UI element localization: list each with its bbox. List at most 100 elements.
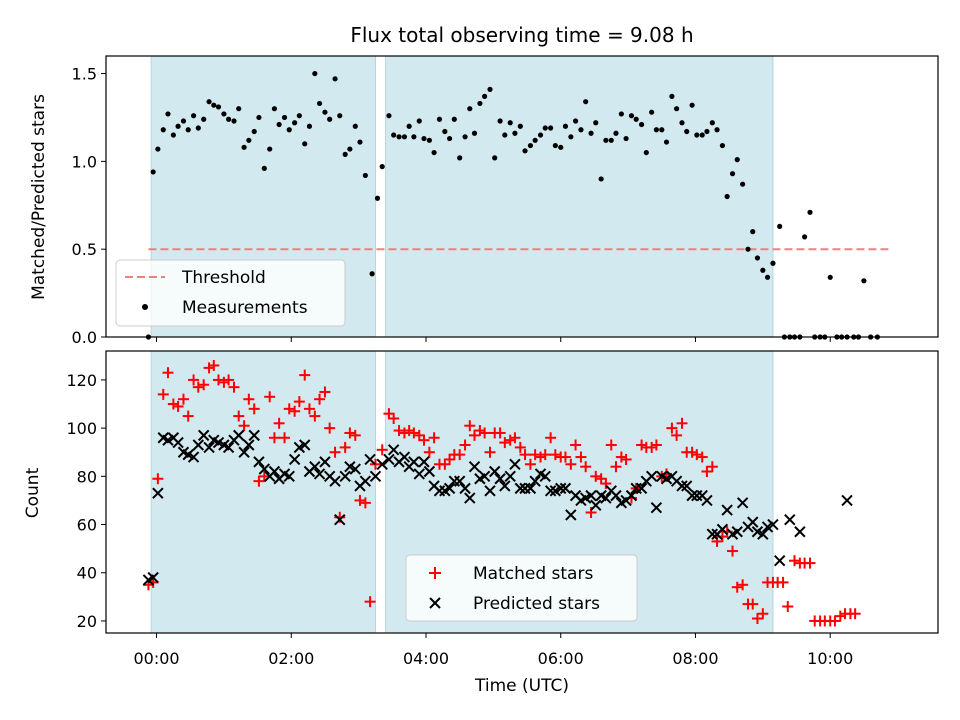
matched-star-marker: [691, 449, 703, 461]
predicted-star-marker: [453, 475, 466, 487]
predicted-star-marker: [731, 526, 743, 538]
predicted-star-marker: [478, 470, 491, 483]
predicted-marker-stroke: [747, 516, 759, 528]
predicted-star-marker: [383, 453, 395, 466]
measurement-point: [861, 278, 867, 284]
predicted-marker-stroke: [428, 480, 440, 492]
ratio-panel-axes: 0.0 0.5 1.0 1.5: [72, 55, 939, 347]
measurement-point: [628, 113, 635, 119]
measurement-point: [211, 102, 217, 108]
y-tick-label: 1.0: [72, 152, 97, 171]
matched-star-marker: [279, 432, 291, 444]
matched-star-marker: [494, 427, 506, 439]
measurement-point: [802, 234, 808, 240]
predicted-star-marker: [468, 460, 481, 473]
measurement-point: [369, 271, 375, 277]
y-tick-label: 40: [77, 564, 97, 583]
predicted-star-marker: [701, 494, 713, 507]
predicted-star-marker: [841, 494, 853, 507]
count-legend: Matched stars Predicted stars: [405, 554, 638, 622]
measurement-point: [332, 76, 338, 82]
y-tick-label: 60: [77, 516, 97, 535]
predicted-star-marker: [514, 482, 527, 495]
predicted-marker-stroke: [610, 489, 622, 502]
matched-star-marker: [383, 408, 395, 420]
predicted-marker-stroke: [716, 523, 729, 536]
matched-star-marker: [283, 403, 295, 415]
predicted-marker-stroke: [650, 501, 663, 514]
predicted-star-marker: [676, 480, 688, 492]
matched-star-marker: [329, 446, 341, 458]
matched-star-marker: [248, 403, 260, 415]
measurement-point: [436, 116, 443, 122]
measurement-point: [734, 157, 740, 163]
predicted-star-marker: [387, 444, 400, 456]
measurement-point: [679, 120, 685, 126]
predicted-star-marker: [443, 482, 456, 495]
measurement-point: [512, 130, 518, 136]
predicted-marker-stroke: [569, 489, 582, 502]
matched-star-marker: [459, 439, 471, 451]
measurement-point: [760, 267, 766, 273]
matched-star-marker: [590, 470, 602, 482]
matched-star-marker: [747, 598, 759, 610]
matched-star-marker: [539, 449, 551, 461]
predicted-marker-stroke: [706, 528, 719, 540]
measurement-point: [643, 149, 649, 156]
measurement-point: [750, 229, 756, 235]
matched-star-marker: [324, 422, 336, 434]
predicted-marker-stroke: [369, 470, 382, 483]
matched-star-marker: [666, 422, 678, 434]
measurement-point: [160, 127, 166, 133]
predicted-marker-stroke: [208, 434, 220, 446]
measurement-point: [261, 165, 267, 171]
predicted-marker-stroke: [443, 482, 456, 495]
matched-star-marker: [203, 362, 215, 374]
matched-star-marker: [671, 429, 683, 441]
measurement-point: [542, 125, 548, 131]
predicted-marker-stroke: [339, 470, 351, 483]
measurement-point: [653, 127, 660, 133]
predicted-star-marker: [635, 482, 648, 495]
predicted-marker-stroke: [499, 480, 511, 492]
predicted-marker-stroke: [248, 429, 260, 442]
predicted-marker-stroke: [319, 456, 331, 468]
predicted-star-marker: [238, 446, 250, 458]
matched-star-marker: [208, 359, 220, 371]
matched-star-marker: [757, 608, 769, 620]
predicted-star-marker: [233, 429, 245, 442]
matched-star-marker: [570, 439, 582, 451]
matched-star-marker: [605, 439, 617, 451]
measurement-point: [201, 116, 207, 122]
predicted-star-marker: [555, 482, 567, 495]
matched-star-marker: [413, 429, 425, 441]
matched-star-marker: [299, 369, 311, 381]
predicted-star-marker: [283, 470, 295, 483]
predicted-legend-swatch: [429, 597, 441, 609]
predicted-marker-stroke: [283, 470, 295, 483]
predicted-marker-stroke: [313, 468, 326, 480]
measurement-point: [709, 120, 715, 126]
predicted-star-marker: [319, 456, 331, 468]
predicted-marker-stroke: [177, 446, 190, 458]
predicted-marker-stroke: [459, 482, 471, 495]
predicted-marker-stroke: [731, 526, 743, 538]
predicted-star-marker: [645, 470, 658, 483]
measurement-point: [532, 137, 538, 143]
predicted-star-marker: [610, 489, 622, 502]
measurement-point: [613, 130, 619, 136]
measurement-point: [502, 132, 508, 138]
y-tick-label: 20: [77, 612, 97, 631]
matched-star-marker: [479, 427, 491, 439]
matched-star-marker: [701, 466, 713, 478]
predicted-marker-stroke: [656, 470, 668, 483]
matched-star-marker: [182, 410, 194, 422]
predicted-marker-stroke: [590, 499, 602, 511]
predicted-marker-stroke: [212, 436, 225, 449]
matched-star-marker: [428, 432, 440, 444]
measurement-point: [558, 144, 564, 150]
predicted-marker-stroke: [701, 494, 713, 507]
predicted-marker-stroke: [349, 463, 361, 475]
predicted-star-marker: [524, 482, 537, 495]
predicted-star-marker: [767, 518, 779, 531]
